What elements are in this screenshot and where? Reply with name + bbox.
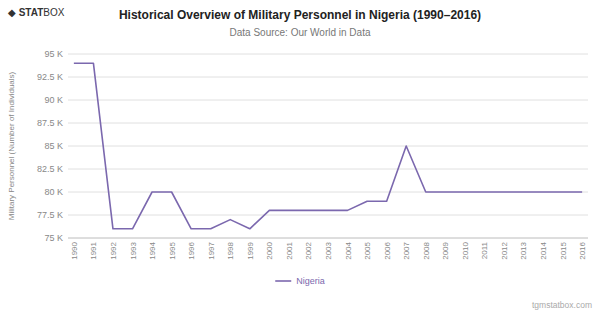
x-tick-label: 2001 <box>285 241 294 259</box>
grid-line <box>68 77 588 78</box>
x-tick-label: 2006 <box>383 241 392 259</box>
x-tick-label: 2004 <box>344 241 353 259</box>
x-tick-label: 1998 <box>226 241 235 259</box>
x-tick-label: 2003 <box>324 241 333 259</box>
legend-label: Nigeria <box>296 276 325 286</box>
x-tick-label: 1996 <box>187 241 196 259</box>
y-tick-label: 85 K <box>44 141 63 151</box>
legend-swatch <box>275 280 291 282</box>
y-tick-label: 75 K <box>44 233 63 243</box>
x-tick-label: 2012 <box>500 241 509 259</box>
grid-line <box>68 238 588 239</box>
x-tick-label: 1997 <box>207 241 216 259</box>
y-tick-label: 95 K <box>44 49 63 59</box>
grid-line <box>68 54 588 55</box>
chart: ◆STATBOX Historical Overview of Military … <box>0 0 600 314</box>
x-tick-label: 1992 <box>109 241 118 259</box>
x-tick-label: 2010 <box>461 241 470 259</box>
x-tick-label: 1995 <box>168 241 177 259</box>
x-tick-label: 2008 <box>422 241 431 259</box>
y-tick-label: 80 K <box>44 187 63 197</box>
grid-line <box>68 215 588 216</box>
x-tick-label: 2007 <box>402 241 411 259</box>
x-tick-label: 2002 <box>304 241 313 259</box>
x-tick-label: 2000 <box>265 241 274 259</box>
x-tick-label: 2016 <box>578 241 587 259</box>
title: Historical Overview of Military Personne… <box>119 8 481 22</box>
y-tick-label: 90 K <box>44 95 63 105</box>
y-tick-label: 87.5 K <box>37 118 63 128</box>
subtitle: Data Source: Our World in Data <box>230 27 371 38</box>
x-tick-label: 2015 <box>559 241 568 259</box>
footer: tgmstatbox.com <box>532 300 592 310</box>
x-tick-label: 2013 <box>519 241 528 259</box>
x-tick-label: 2011 <box>480 241 489 259</box>
x-tick-label: 1999 <box>246 241 255 259</box>
grid-line <box>68 146 588 147</box>
y-axis-label: Military Personnel (Number of Individual… <box>7 71 16 220</box>
x-axis-line <box>68 238 588 239</box>
series-line <box>74 63 582 229</box>
x-tick-label: 1990 <box>70 241 79 259</box>
background <box>0 0 600 314</box>
y-tick-label: 92.5 K <box>37 72 63 82</box>
x-tick-label: 1991 <box>89 241 98 259</box>
series-group <box>74 63 582 229</box>
y-tick-label: 77.5 K <box>37 210 63 220</box>
grid-line <box>68 123 588 124</box>
x-tick-label: 2005 <box>363 241 372 259</box>
logo-text-bold: STAT <box>19 7 44 18</box>
x-tick-label: 2014 <box>539 241 548 259</box>
logo-icon: ◆ <box>8 7 16 18</box>
y-tick-label: 82.5 K <box>37 164 63 174</box>
x-tick-label: 1993 <box>129 241 138 259</box>
x-tick-label: 2009 <box>441 241 450 259</box>
grid <box>68 54 588 238</box>
x-tick-label: 1994 <box>148 241 157 259</box>
grid-line <box>68 169 588 170</box>
logo-text-light: BOX <box>43 7 64 18</box>
grid-line <box>68 100 588 101</box>
legend: Nigeria <box>275 276 325 286</box>
